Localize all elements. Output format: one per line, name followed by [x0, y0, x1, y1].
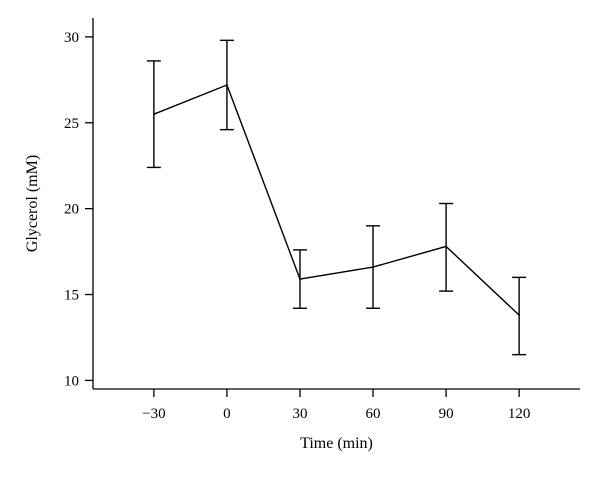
y-tick-label: 20: [64, 202, 79, 218]
error-bar: [146, 60, 161, 169]
x-tick-label: 90: [439, 406, 454, 422]
data-point: [445, 245, 447, 248]
x-tick-label: 120: [508, 406, 531, 422]
data-point: [153, 113, 155, 115]
y-axis-title: Glycerol (mM): [24, 155, 41, 252]
y-tick-label: 15: [64, 288, 79, 304]
x-tick-label: 0: [223, 406, 231, 422]
y-tick-label: 25: [64, 116, 79, 132]
error-bar: [292, 249, 307, 309]
x-tick-label: 30: [292, 406, 307, 422]
x-axis-title: Time (min): [300, 435, 373, 452]
series-line: [153, 84, 520, 316]
y-ticks-group: 10 15 20 25 30: [64, 30, 93, 389]
data-point: [226, 84, 228, 86]
error-bar: [219, 39, 234, 131]
y-tick-label: 30: [64, 30, 79, 46]
error-bar: [439, 202, 454, 292]
error-bar: [512, 276, 527, 356]
error-bar: [366, 225, 381, 309]
y-tick-label: 10: [64, 373, 79, 389]
x-ticks-group: −30 0 30 60 90 120: [142, 389, 530, 422]
x-tick-label: 60: [366, 406, 381, 422]
x-tick-label: −30: [142, 406, 165, 422]
data-point: [518, 314, 520, 316]
data-point: [372, 266, 374, 268]
data-point: [299, 278, 301, 280]
series-group: [146, 39, 527, 356]
